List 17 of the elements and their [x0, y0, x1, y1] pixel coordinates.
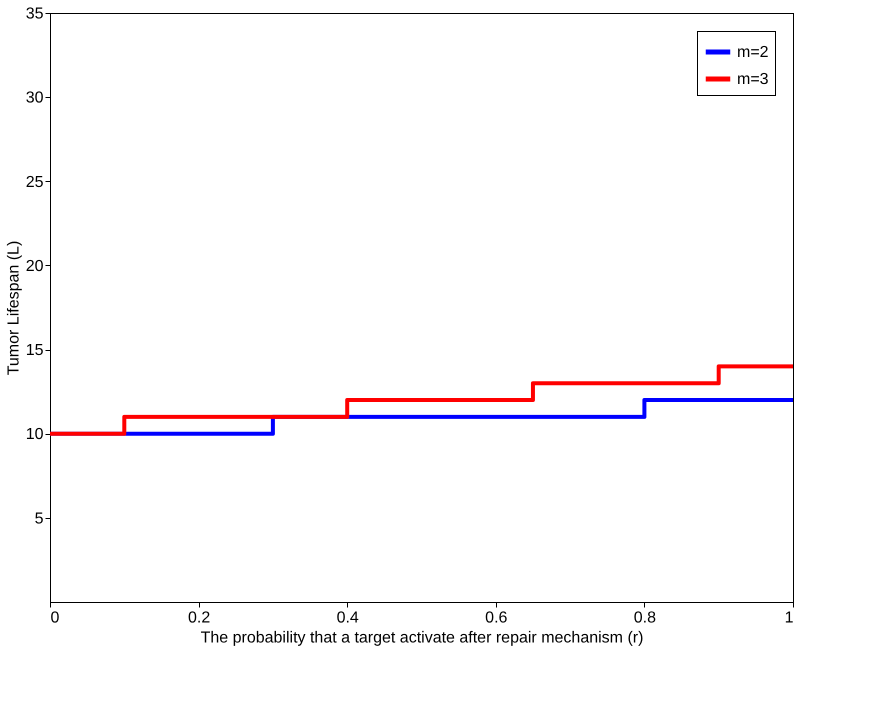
y-tick-label: 30	[26, 90, 44, 107]
y-tick-label: 10	[26, 426, 44, 444]
x-tick-label: 0.2	[188, 610, 210, 626]
x-tick-label: 1	[784, 610, 794, 626]
y-tick-label: 5	[34, 510, 44, 528]
x-axis-title: The probability that a target activate after repair mechanism (r)	[200, 630, 644, 646]
y-tick-label: 35	[26, 6, 44, 22]
x-tick-label: 0.4	[336, 610, 359, 626]
x-tick-label: 0.8	[634, 610, 656, 626]
y-tick-label: 20	[26, 258, 44, 275]
y-tick-label: 25	[26, 174, 44, 191]
y-tick-label: 15	[26, 342, 44, 360]
y-axis-title: Tumor Lifespan (L)	[6, 240, 23, 376]
x-tick-label: 0.6	[485, 610, 508, 626]
x-tick-label: 0	[50, 610, 60, 626]
legend-label: m=3	[737, 71, 769, 88]
legend-label: m=2	[737, 44, 769, 61]
